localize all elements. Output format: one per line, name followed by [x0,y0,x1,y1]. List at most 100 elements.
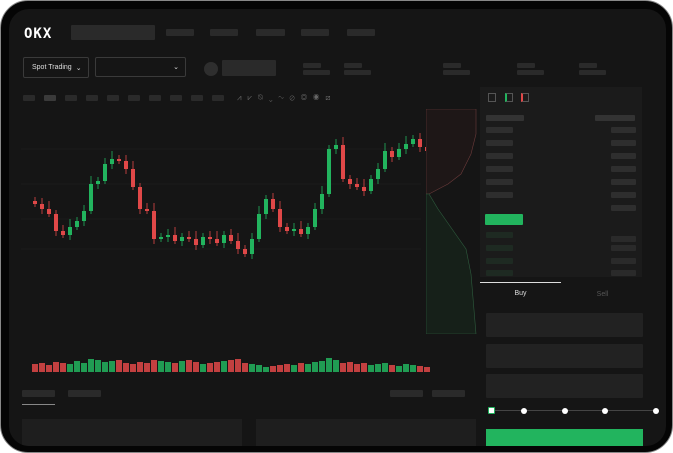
orderbook-asks-icon[interactable] [521,93,529,102]
candle [264,199,268,214]
bid-size [611,258,636,264]
candle [355,184,359,187]
candle [152,211,156,239]
candle [250,239,254,254]
candle [110,159,114,164]
amount-slider[interactable] [488,407,659,414]
volume-bar [165,362,171,372]
candle [131,169,135,187]
buy-submit-button[interactable] [486,429,643,446]
volume-bar [375,364,381,372]
candle [348,179,352,184]
search-bar[interactable] [71,25,155,40]
volume-bar [347,362,353,372]
volume-bar [186,360,192,372]
orderbook-bids-icon[interactable] [505,93,513,102]
slider-handle[interactable] [488,407,495,414]
candle [40,204,44,209]
bid-size [611,236,636,242]
volume-bar [389,365,395,372]
orderbook-both-icon[interactable] [488,93,496,102]
volume-bar [263,367,269,372]
candle [418,139,422,147]
volume-bar [361,363,367,372]
volume-bar [305,364,311,372]
drawing-tools-icon[interactable]: ⩘⩗⍉⌄∿⊘◎◉⧄ [237,93,337,102]
sell-tab[interactable]: Sell [596,291,609,298]
ask-size [611,166,636,172]
timeframe-button[interactable] [170,95,182,101]
nav-item[interactable] [210,29,238,36]
candle [215,239,219,243]
candle [390,151,394,157]
volume-bar [67,364,73,372]
timeframe-button[interactable] [107,95,119,101]
volume-bar [326,358,332,372]
volume-bar [88,359,94,372]
volume-bar [207,363,213,372]
pair-selector[interactable]: ⌄ [95,57,186,77]
price-input[interactable] [486,313,643,337]
ask-size [611,205,636,211]
market-selector-label: Spot Trading [32,64,72,71]
candle [243,249,247,254]
candle [138,187,142,209]
candle [166,235,170,237]
ask-size [611,192,636,198]
volume-bar [368,365,374,372]
volume-bar [354,364,360,372]
candle [362,187,366,191]
candle [320,194,324,209]
market-selector[interactable]: Spot Trading ⌄ [23,57,89,78]
candle [194,239,198,245]
bottom-action[interactable] [432,390,465,397]
candle [54,214,58,231]
chevron-down-icon: ⌄ [173,64,179,71]
bottom-action[interactable] [390,390,423,397]
candle [103,164,107,181]
volume-bar [95,360,101,372]
candle [229,235,233,241]
nav-item[interactable] [166,29,194,36]
ask-price [486,166,513,172]
candle [124,161,128,169]
volume-bar [284,364,290,372]
volume-bar [235,359,241,372]
candle [383,151,387,169]
amount-input[interactable] [486,344,643,368]
timeframe-button[interactable] [23,95,35,101]
order-book [480,87,642,277]
candle [68,227,72,235]
timeframe-button[interactable] [86,95,98,101]
candle [341,145,345,179]
bid-price [486,270,513,276]
volume-bar [60,363,66,372]
volume-bar [333,360,339,372]
candle [285,227,289,231]
candle [201,237,205,245]
total-input[interactable] [486,374,643,398]
nav-item[interactable] [301,29,329,36]
candlestick-chart[interactable] [21,109,431,389]
candle [208,237,212,239]
buy-tab[interactable]: Buy [514,290,527,297]
timeframe-button[interactable] [149,95,161,101]
candle [82,211,86,221]
timeframe-button[interactable] [191,95,203,101]
mid-price [485,214,523,225]
candle [236,241,240,249]
nav-item[interactable] [256,29,285,36]
bottom-tab-history[interactable] [68,390,101,397]
timeframe-button[interactable] [65,95,77,101]
volume-bar [298,363,304,372]
timeframe-button[interactable] [128,95,140,101]
volume-bar [32,364,38,372]
candle [411,139,415,144]
timeframe-button[interactable] [44,95,56,101]
candle [327,149,331,194]
timeframe-button[interactable] [212,95,224,101]
candle [278,209,282,227]
bottom-tab-open-orders[interactable] [22,390,55,397]
bottom-panel-right [256,419,476,446]
nav-item[interactable] [347,29,375,36]
